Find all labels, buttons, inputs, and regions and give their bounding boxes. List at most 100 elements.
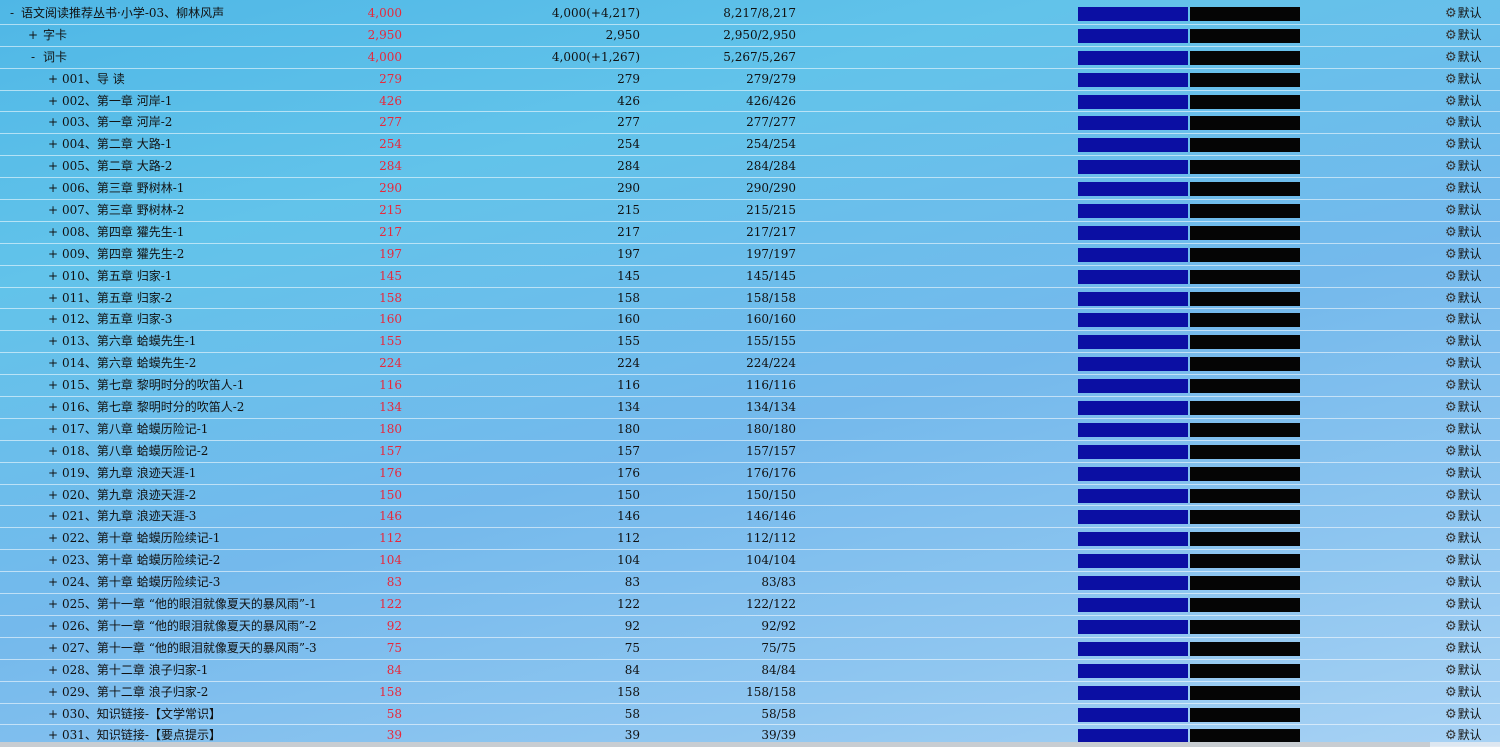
expand-toggle[interactable]: + [47, 137, 59, 152]
row-title[interactable]: 028、第十二章 浪子归家-1 [62, 662, 209, 677]
default-settings-button[interactable]: ⚙默认 [1445, 485, 1482, 506]
row-title[interactable]: 019、第九章 浪迹天涯-1 [62, 465, 197, 480]
table-row[interactable]: +010、第五章 归家-1 145 145 145/145 ⚙默认 [0, 266, 1500, 288]
row-title[interactable]: 009、第四章 獾先生-2 [62, 246, 185, 261]
row-title[interactable]: 语文阅读推荐丛书·小学-03、柳林风声 [21, 6, 225, 20]
row-title[interactable]: 003、第一章 河岸-2 [62, 115, 173, 130]
table-row[interactable]: +014、第六章 蛤蟆先生-2 224 224 224/224 ⚙默认 [0, 353, 1500, 376]
table-row[interactable]: +009、第四章 獾先生-2 197 197 197/197 ⚙默认 [0, 244, 1500, 266]
row-title[interactable]: 006、第三章 野树林-1 [62, 181, 185, 196]
row-title[interactable]: 010、第五章 归家-1 [62, 268, 173, 283]
row-title[interactable]: 013、第六章 蛤蟆先生-1 [62, 334, 197, 349]
default-settings-button[interactable]: ⚙默认 [1445, 156, 1482, 177]
expand-toggle[interactable]: + [47, 531, 59, 546]
row-title[interactable]: 016、第七章 黎明时分的吹笛人-2 [62, 400, 245, 415]
table-row[interactable]: +023、第十章 蛤蟆历险续记-2 104 104 104/104 ⚙默认 [0, 550, 1500, 573]
table-row[interactable]: +008、第四章 獾先生-1 217 217 217/217 ⚙默认 [0, 222, 1500, 244]
row-title[interactable]: 017、第八章 蛤蟆历险记-1 [62, 421, 209, 436]
expand-toggle[interactable]: + [47, 465, 59, 480]
table-row[interactable]: +016、第七章 黎明时分的吹笛人-2 134 134 134/134 ⚙默认 [0, 397, 1500, 419]
table-row[interactable]: +024、第十章 蛤蟆历险续记-3 83 83 83/83 ⚙默认 [0, 572, 1500, 595]
default-settings-button[interactable]: ⚙默认 [1445, 91, 1482, 112]
row-title[interactable]: 024、第十章 蛤蟆历险续记-3 [62, 575, 221, 590]
row-title[interactable]: 022、第十章 蛤蟆历险续记-1 [62, 531, 221, 546]
table-row[interactable]: +028、第十二章 浪子归家-1 84 84 84/84 ⚙默认 [0, 660, 1500, 682]
default-settings-button[interactable]: ⚙默认 [1445, 594, 1482, 615]
horizontal-scrollbar[interactable] [0, 742, 1500, 747]
row-title[interactable]: 018、第八章 蛤蟆历险记-2 [62, 443, 209, 458]
expand-toggle[interactable]: + [47, 378, 59, 393]
expand-toggle[interactable]: + [47, 575, 59, 590]
default-settings-button[interactable]: ⚙默认 [1445, 134, 1482, 155]
default-settings-button[interactable]: ⚙默认 [1445, 353, 1482, 374]
expand-toggle[interactable]: + [47, 728, 59, 743]
row-title[interactable]: 007、第三章 野树林-2 [62, 203, 185, 218]
default-settings-button[interactable]: ⚙默认 [1445, 704, 1482, 725]
table-row[interactable]: +019、第九章 浪迹天涯-1 176 176 176/176 ⚙默认 [0, 463, 1500, 485]
row-title[interactable]: 005、第二章 大路-2 [62, 159, 173, 174]
default-settings-button[interactable]: ⚙默认 [1445, 200, 1482, 221]
default-settings-button[interactable]: ⚙默认 [1445, 616, 1482, 637]
expand-toggle[interactable]: + [47, 662, 59, 677]
row-title[interactable]: 字卡 [43, 27, 68, 42]
expand-toggle[interactable]: + [47, 334, 59, 349]
row-title[interactable]: 011、第五章 归家-2 [62, 290, 173, 305]
table-row[interactable]: +001、导 读 279 279 279/279 ⚙默认 [0, 69, 1500, 91]
default-settings-button[interactable]: ⚙默认 [1445, 244, 1482, 265]
table-row[interactable]: +012、第五章 归家-3 160 160 160/160 ⚙默认 [0, 309, 1500, 332]
row-title[interactable]: 002、第一章 河岸-1 [62, 93, 173, 108]
default-settings-button[interactable]: ⚙默认 [1445, 506, 1482, 527]
table-row[interactable]: +027、第十一章 “他的眼泪就像夏天的暴风雨”-3 75 75 75/75 ⚙默认 [0, 638, 1500, 660]
expand-toggle[interactable]: + [47, 706, 59, 721]
row-title[interactable]: 008、第四章 獾先生-1 [62, 224, 185, 239]
expand-toggle[interactable]: + [47, 203, 59, 218]
default-settings-button[interactable]: ⚙默认 [1445, 266, 1482, 287]
expand-toggle[interactable]: + [47, 597, 59, 612]
expand-toggle[interactable]: + [47, 487, 59, 502]
expand-toggle[interactable]: + [47, 71, 59, 86]
expand-toggle[interactable]: + [47, 246, 59, 261]
table-row[interactable]: +025、第十一章 “他的眼泪就像夏天的暴风雨”-1 122 122 122/122 ⚙… [0, 594, 1500, 616]
default-settings-button[interactable]: ⚙默认 [1445, 375, 1482, 396]
default-settings-button[interactable]: ⚙默认 [1445, 3, 1482, 24]
table-row[interactable]: +011、第五章 归家-2 158 158 158/158 ⚙默认 [0, 288, 1500, 310]
expand-toggle[interactable]: + [47, 159, 59, 174]
table-row[interactable]: + 字卡 2,950 2,950 2,950/2,950 ⚙默认 [0, 25, 1500, 47]
default-settings-button[interactable]: ⚙默认 [1445, 112, 1482, 133]
table-row[interactable]: +020、第九章 浪迹天涯-2 150 150 150/150 ⚙默认 [0, 485, 1500, 507]
table-row[interactable]: +006、第三章 野树林-1 290 290 290/290 ⚙默认 [0, 178, 1500, 201]
default-settings-button[interactable]: ⚙默认 [1445, 309, 1482, 330]
expand-toggle[interactable]: + [47, 553, 59, 568]
row-title[interactable]: 004、第二章 大路-1 [62, 137, 173, 152]
default-settings-button[interactable]: ⚙默认 [1445, 178, 1482, 199]
default-settings-button[interactable]: ⚙默认 [1445, 725, 1482, 746]
row-title[interactable]: 015、第七章 黎明时分的吹笛人-1 [62, 378, 245, 393]
table-row[interactable]: +017、第八章 蛤蟆历险记-1 180 180 180/180 ⚙默认 [0, 419, 1500, 441]
table-row[interactable]: +015、第七章 黎明时分的吹笛人-1 116 116 116/116 ⚙默认 [0, 375, 1500, 398]
expand-toggle[interactable]: + [47, 268, 59, 283]
table-row[interactable]: +004、第二章 大路-1 254 254 254/254 ⚙默认 [0, 134, 1500, 157]
row-title[interactable]: 020、第九章 浪迹天涯-2 [62, 487, 197, 502]
table-row[interactable]: +018、第八章 蛤蟆历险记-2 157 157 157/157 ⚙默认 [0, 441, 1500, 463]
table-row[interactable]: +029、第十二章 浪子归家-2 158 158 158/158 ⚙默认 [0, 682, 1500, 704]
table-row[interactable]: +007、第三章 野树林-2 215 215 215/215 ⚙默认 [0, 200, 1500, 222]
expand-toggle[interactable]: + [47, 421, 59, 436]
default-settings-button[interactable]: ⚙默认 [1445, 463, 1482, 484]
default-settings-button[interactable]: ⚙默认 [1445, 25, 1482, 46]
table-row[interactable]: - 词卡 4,000 4,000(+1,267) 5,267/5,267 ⚙默认 [0, 47, 1500, 69]
table-row[interactable]: +002、第一章 河岸-1 426 426 426/426 ⚙默认 [0, 91, 1500, 113]
row-title[interactable]: 031、知识链接-【要点提示】 [62, 728, 221, 743]
row-title[interactable]: 词卡 [43, 49, 68, 64]
expand-toggle[interactable]: + [47, 356, 59, 371]
default-settings-button[interactable]: ⚙默认 [1445, 682, 1482, 703]
expand-toggle[interactable]: + [47, 443, 59, 458]
row-title[interactable]: 021、第九章 浪迹天涯-3 [62, 509, 197, 524]
default-settings-button[interactable]: ⚙默认 [1445, 47, 1482, 68]
default-settings-button[interactable]: ⚙默认 [1445, 69, 1482, 90]
expand-toggle[interactable]: + [47, 93, 59, 108]
expand-toggle[interactable]: + [47, 115, 59, 130]
table-row[interactable]: +021、第九章 浪迹天涯-3 146 146 146/146 ⚙默认 [0, 506, 1500, 529]
collapse-toggle[interactable]: - [9, 6, 15, 20]
expand-toggle[interactable]: + [47, 224, 59, 239]
row-title[interactable]: 014、第六章 蛤蟆先生-2 [62, 356, 197, 371]
